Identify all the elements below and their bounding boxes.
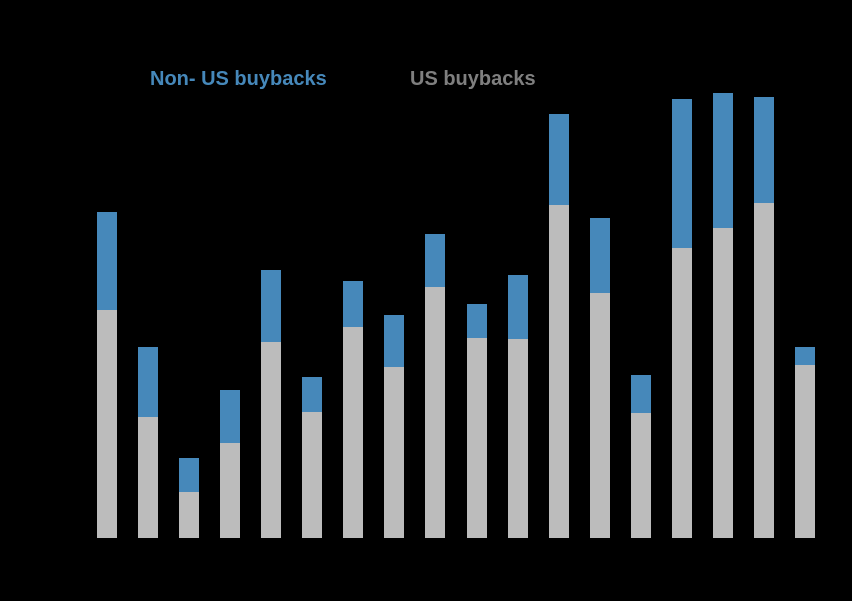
bar-group — [508, 275, 528, 538]
non-us-buybacks-segment — [261, 270, 281, 342]
bar-group — [384, 315, 404, 538]
us-buybacks-segment — [549, 205, 569, 538]
non-us-buybacks-segment — [713, 93, 733, 228]
bar-group — [220, 390, 240, 538]
non-us-buybacks-segment — [343, 281, 363, 327]
us-buybacks-segment — [425, 287, 445, 538]
non-us-buybacks-segment — [179, 458, 199, 492]
bar-group — [261, 270, 281, 538]
bar-group — [795, 347, 815, 538]
non-us-buybacks-segment — [97, 212, 117, 310]
us-buybacks-segment — [467, 338, 487, 538]
non-us-buybacks-segment — [220, 390, 240, 443]
non-us-buybacks-segment — [672, 99, 692, 248]
us-buybacks-segment — [713, 228, 733, 538]
non-us-buybacks-segment — [138, 347, 158, 417]
bar-group — [713, 93, 733, 538]
bar-group — [138, 347, 158, 538]
us-buybacks-segment — [795, 365, 815, 538]
us-buybacks-segment — [590, 293, 610, 538]
bar-group — [302, 377, 322, 538]
non-us-buybacks-segment — [795, 347, 815, 365]
us-buybacks-segment — [179, 492, 199, 538]
bar-group — [631, 375, 651, 538]
us-buybacks-segment — [220, 443, 240, 538]
us-buybacks-segment — [343, 327, 363, 538]
bar-group — [590, 218, 610, 538]
us-buybacks-segment — [261, 342, 281, 538]
us-buybacks-segment — [384, 367, 404, 538]
us-buybacks-segment — [97, 310, 117, 538]
chart-legend: Non- US buybacks US buybacks — [0, 68, 852, 96]
us-buybacks-segment — [302, 412, 322, 538]
us-buybacks-segment — [508, 339, 528, 538]
bar-group — [179, 458, 199, 538]
bar-group — [672, 99, 692, 538]
non-us-buybacks-segment — [425, 234, 445, 287]
legend-us-buybacks: US buybacks — [410, 68, 536, 90]
bar-group — [549, 114, 569, 538]
bar-group — [754, 97, 774, 538]
non-us-buybacks-segment — [754, 97, 774, 203]
bar-group — [97, 212, 117, 538]
non-us-buybacks-segment — [508, 275, 528, 339]
non-us-buybacks-segment — [302, 377, 322, 412]
non-us-buybacks-segment — [467, 304, 487, 338]
bar-group — [425, 234, 445, 538]
us-buybacks-segment — [631, 413, 651, 538]
us-buybacks-segment — [138, 417, 158, 538]
non-us-buybacks-segment — [631, 375, 651, 413]
bar-group — [467, 304, 487, 538]
non-us-buybacks-segment — [384, 315, 404, 367]
legend-non-us-buybacks: Non- US buybacks — [150, 68, 327, 90]
us-buybacks-segment — [672, 248, 692, 538]
bar-group — [343, 281, 363, 538]
non-us-buybacks-segment — [549, 114, 569, 205]
non-us-buybacks-segment — [590, 218, 610, 293]
us-buybacks-segment — [754, 203, 774, 538]
